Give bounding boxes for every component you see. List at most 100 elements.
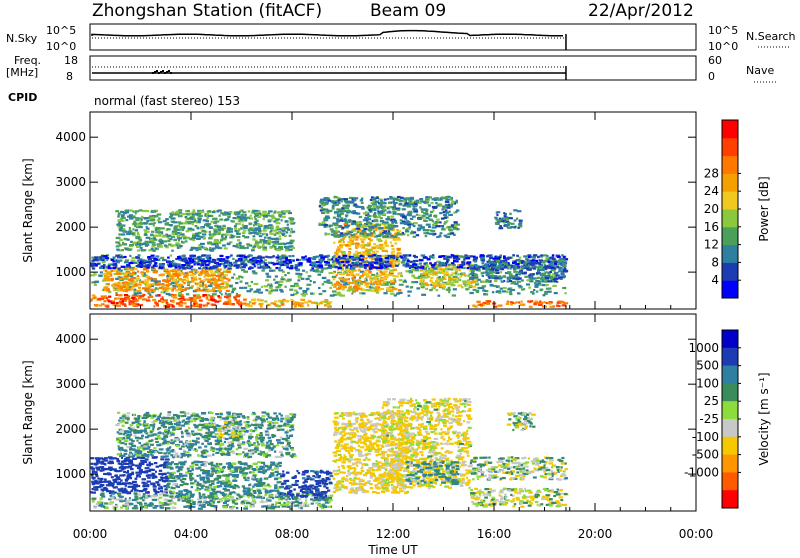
echo-cell [475, 283, 479, 285]
echo-cell [190, 274, 195, 276]
echo-cell [134, 268, 138, 270]
echo-cell [248, 229, 253, 231]
echo-cell [321, 207, 324, 209]
echo-cell [143, 268, 147, 270]
echo-cell [378, 215, 381, 217]
echo-cell [365, 250, 370, 252]
echo-cell [521, 301, 523, 303]
echo-cell [343, 255, 348, 257]
echo-cell [494, 277, 498, 279]
echo-cell [451, 262, 454, 264]
freq-scatter [152, 72, 154, 74]
echo-cell [406, 286, 409, 288]
echo-cell [286, 259, 291, 261]
echo-cell [529, 301, 531, 303]
echo-cell [224, 247, 228, 249]
echo-cell [125, 219, 128, 221]
echo-cell [127, 298, 131, 300]
echo-cell [159, 274, 164, 276]
echo-cell [150, 239, 153, 241]
echo-cell [357, 246, 359, 248]
echo-cell [320, 257, 325, 259]
colorbar-swatch [722, 120, 738, 138]
echo-cell [170, 215, 173, 217]
echo-cell [416, 214, 418, 216]
echo-cell [178, 278, 182, 280]
echo-cell [506, 303, 510, 305]
echo-cell [162, 477, 165, 479]
echo-cell [443, 275, 446, 277]
echo-cell [240, 214, 244, 216]
echo-cell [104, 463, 106, 465]
echo-cell [319, 224, 322, 226]
echo-cell [335, 236, 338, 238]
echo-cell [528, 260, 531, 262]
echo-cell [468, 282, 471, 284]
echo-cell [541, 261, 545, 263]
echo-cell [443, 283, 446, 285]
echo-cell [339, 267, 342, 269]
echo-cell [258, 303, 262, 305]
echo-cell [562, 304, 566, 306]
echo-cell [497, 219, 502, 221]
echo-cell [200, 211, 205, 213]
echo-cell [356, 228, 361, 230]
echo-cell [511, 282, 515, 284]
echo-cell [273, 279, 275, 281]
echo-cell [148, 258, 150, 260]
echo-cell [181, 264, 186, 266]
echo-cell [291, 247, 295, 249]
echo-cell [251, 249, 255, 251]
echo-cell [202, 233, 206, 235]
echo-cell [411, 231, 413, 233]
echo-cell [244, 214, 246, 216]
echo-cell [177, 221, 181, 223]
echo-cell [431, 202, 434, 204]
echo-cell [127, 268, 130, 270]
echo-cell [339, 235, 343, 237]
echo-cell [162, 235, 167, 237]
echo-cell [239, 301, 243, 303]
echo-cell [243, 299, 247, 301]
echo-cell [115, 259, 117, 261]
echo-cell [377, 274, 382, 276]
echo-cell [465, 257, 470, 259]
freq-scatter [158, 72, 160, 74]
echo-cell [116, 245, 120, 247]
echo-cell [258, 257, 262, 259]
echo-cell [432, 198, 434, 200]
echo-cell [451, 254, 454, 256]
echo-cell [395, 265, 399, 267]
echo-cell [145, 485, 150, 487]
echo-cell [504, 218, 509, 220]
echo-cell [295, 302, 300, 304]
echo-cell [243, 271, 248, 273]
echo-cell [341, 200, 343, 202]
echo-cell [146, 275, 149, 277]
echo-cell [426, 201, 429, 203]
echo-cell [229, 262, 232, 264]
echo-cell [211, 221, 214, 223]
echo-cell [385, 218, 390, 220]
echo-cell [549, 271, 552, 273]
echo-cell [457, 285, 461, 287]
echo-cell [135, 229, 138, 231]
echo-cell [229, 297, 231, 299]
echo-cell [194, 247, 197, 249]
echo-cell [243, 216, 247, 218]
echo-cell [238, 228, 241, 230]
echo-cell [482, 289, 486, 291]
echo-cell [332, 205, 335, 207]
echo-cell [331, 258, 333, 260]
echo-cell [469, 285, 473, 287]
echo-cell [379, 231, 382, 233]
echo-cell [283, 243, 286, 245]
echo-cell [492, 291, 494, 293]
echo-cell [100, 271, 103, 273]
echo-cell [278, 284, 283, 286]
echo-cell [154, 280, 157, 282]
echo-cell [223, 303, 228, 305]
echo-cell [262, 211, 267, 213]
echo-cell [378, 287, 380, 289]
echo-cell [197, 287, 200, 289]
